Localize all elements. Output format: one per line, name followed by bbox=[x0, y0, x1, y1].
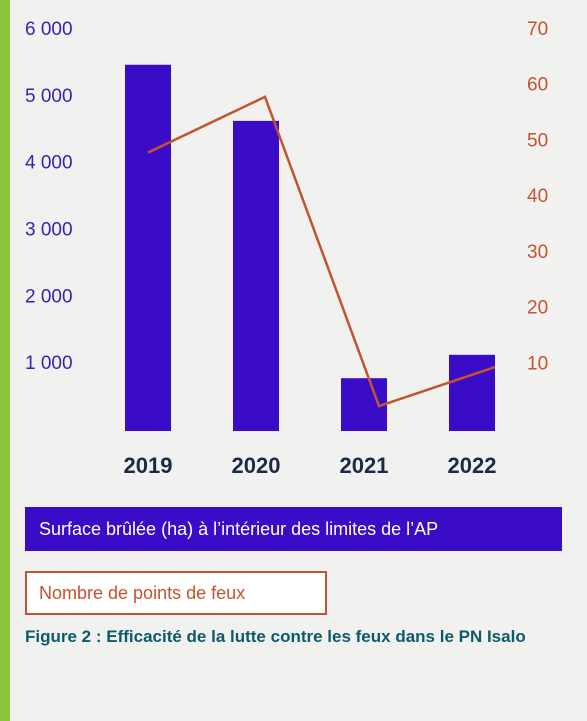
x-tick-label: 2019 bbox=[124, 453, 173, 478]
y2-tick-label: 10 bbox=[527, 353, 548, 374]
y-tick-label: 1 000 bbox=[25, 353, 73, 374]
bar bbox=[233, 120, 279, 431]
y-tick-label: 6 000 bbox=[25, 19, 73, 40]
y2-tick-label: 20 bbox=[527, 298, 548, 319]
y-tick-label: 5 000 bbox=[25, 86, 73, 107]
y2-tick-label: 30 bbox=[527, 242, 548, 263]
y-tick-label: 2 000 bbox=[25, 286, 73, 307]
y2-tick-label: 60 bbox=[527, 75, 548, 96]
legend-line: Nombre de points de feux bbox=[25, 571, 327, 615]
bar bbox=[125, 64, 171, 432]
x-tick-label: 2021 bbox=[340, 453, 389, 478]
y2-tick-label: 40 bbox=[527, 186, 548, 207]
y2-tick-label: 50 bbox=[527, 130, 548, 151]
accent-strip bbox=[0, 0, 10, 721]
y-tick-label: 4 000 bbox=[25, 153, 73, 174]
line bbox=[147, 95, 496, 408]
x-tick-label: 2020 bbox=[232, 453, 281, 478]
chart: 1 000 2 000 3 000 4 000 5 000 6 000 10 20 30 40 50… bbox=[25, 19, 548, 478]
x-tick-label: 2022 bbox=[448, 453, 497, 478]
legend-bar: Surface brûlée (ha) à l’intérieur des li… bbox=[25, 507, 562, 551]
y-tick-label: 3 000 bbox=[25, 220, 73, 241]
caption: Figure 2 : Efficacité de la lutte contre… bbox=[25, 627, 526, 646]
bar bbox=[449, 354, 495, 431]
y2-tick-label: 70 bbox=[527, 19, 548, 40]
